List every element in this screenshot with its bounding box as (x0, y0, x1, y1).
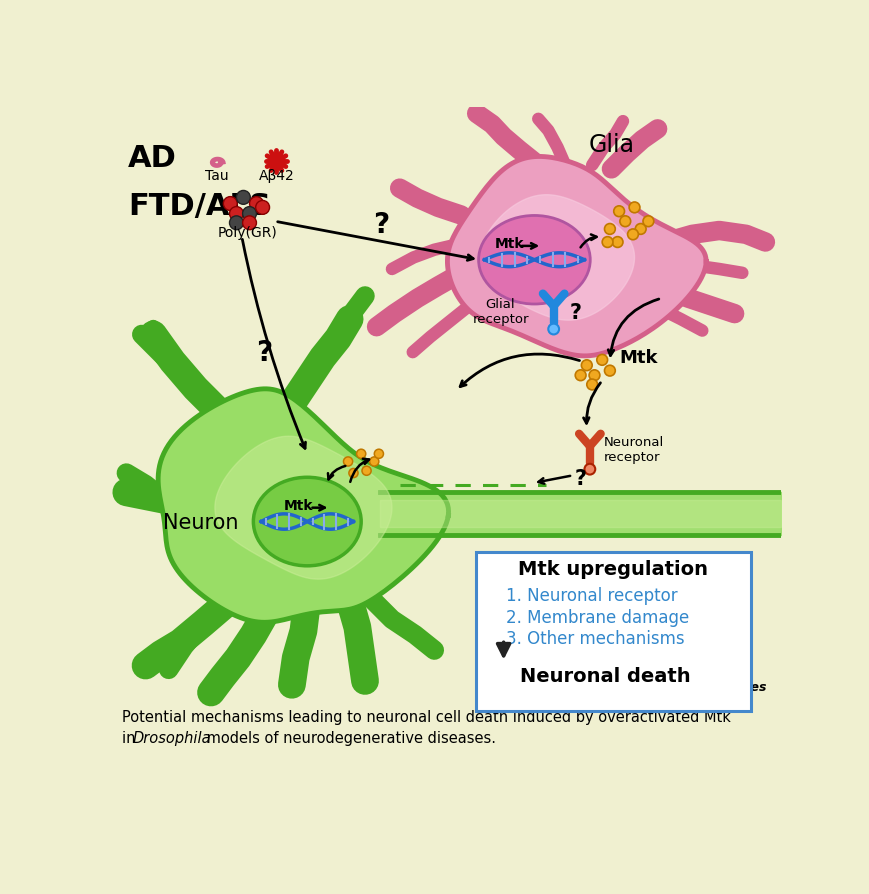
Text: Glial
receptor: Glial receptor (472, 299, 528, 326)
Circle shape (223, 197, 237, 210)
Circle shape (242, 215, 256, 230)
Circle shape (634, 224, 646, 234)
Text: Mtk: Mtk (284, 499, 314, 513)
Circle shape (547, 324, 559, 334)
Polygon shape (215, 436, 392, 579)
Text: Neuronal
receptor: Neuronal receptor (603, 436, 663, 464)
Circle shape (586, 379, 597, 390)
FancyBboxPatch shape (475, 552, 750, 711)
Text: Trends in Neurosciences: Trends in Neurosciences (594, 681, 766, 694)
Text: Neuron: Neuron (163, 513, 238, 533)
Text: Potential mechanisms leading to neuronal cell death induced by overactivated Mtk: Potential mechanisms leading to neuronal… (123, 710, 731, 725)
Circle shape (374, 449, 383, 459)
Circle shape (604, 224, 614, 234)
Circle shape (627, 229, 638, 240)
Circle shape (642, 215, 653, 227)
Circle shape (604, 366, 614, 376)
Text: ?: ? (574, 468, 586, 489)
Circle shape (613, 206, 624, 216)
Text: ?: ? (255, 340, 271, 367)
Circle shape (356, 449, 365, 459)
Circle shape (580, 360, 592, 371)
Polygon shape (447, 156, 706, 356)
Text: in: in (123, 730, 141, 746)
Text: Mtk: Mtk (494, 237, 523, 251)
Circle shape (348, 468, 358, 477)
Circle shape (249, 197, 263, 210)
Text: Mtk upregulation: Mtk upregulation (518, 560, 707, 579)
Circle shape (362, 466, 371, 476)
Circle shape (229, 215, 243, 230)
Circle shape (255, 200, 269, 215)
Circle shape (628, 202, 640, 213)
Circle shape (236, 190, 250, 205)
Text: Aβ42: Aβ42 (258, 170, 294, 183)
Circle shape (229, 207, 243, 221)
Circle shape (343, 457, 352, 466)
Text: 1. Neuronal receptor: 1. Neuronal receptor (506, 587, 677, 605)
Text: Neuronal death: Neuronal death (520, 667, 690, 686)
Text: FTD/ALS: FTD/ALS (128, 192, 270, 221)
Circle shape (601, 237, 613, 248)
Circle shape (596, 354, 607, 366)
Text: ?: ? (372, 211, 388, 239)
Ellipse shape (478, 215, 589, 304)
Circle shape (584, 464, 594, 475)
Circle shape (574, 370, 586, 381)
Text: Drosophila: Drosophila (132, 730, 211, 746)
Polygon shape (158, 389, 448, 622)
Circle shape (612, 237, 622, 248)
Text: Mtk: Mtk (619, 349, 657, 367)
Circle shape (369, 457, 378, 466)
Text: models of neurodegenerative diseases.: models of neurodegenerative diseases. (202, 730, 495, 746)
Circle shape (620, 215, 630, 227)
Text: AD: AD (128, 144, 176, 173)
Text: Poly(GR): Poly(GR) (218, 225, 277, 240)
Text: 2. Membrane damage: 2. Membrane damage (506, 609, 688, 627)
Text: Glia: Glia (587, 133, 634, 157)
Text: ?: ? (569, 303, 581, 323)
Circle shape (588, 370, 600, 381)
Ellipse shape (253, 477, 361, 566)
Text: Tau: Tau (205, 170, 229, 183)
Polygon shape (480, 195, 634, 320)
Text: 3. Other mechanisms: 3. Other mechanisms (506, 630, 684, 648)
Circle shape (242, 207, 256, 221)
